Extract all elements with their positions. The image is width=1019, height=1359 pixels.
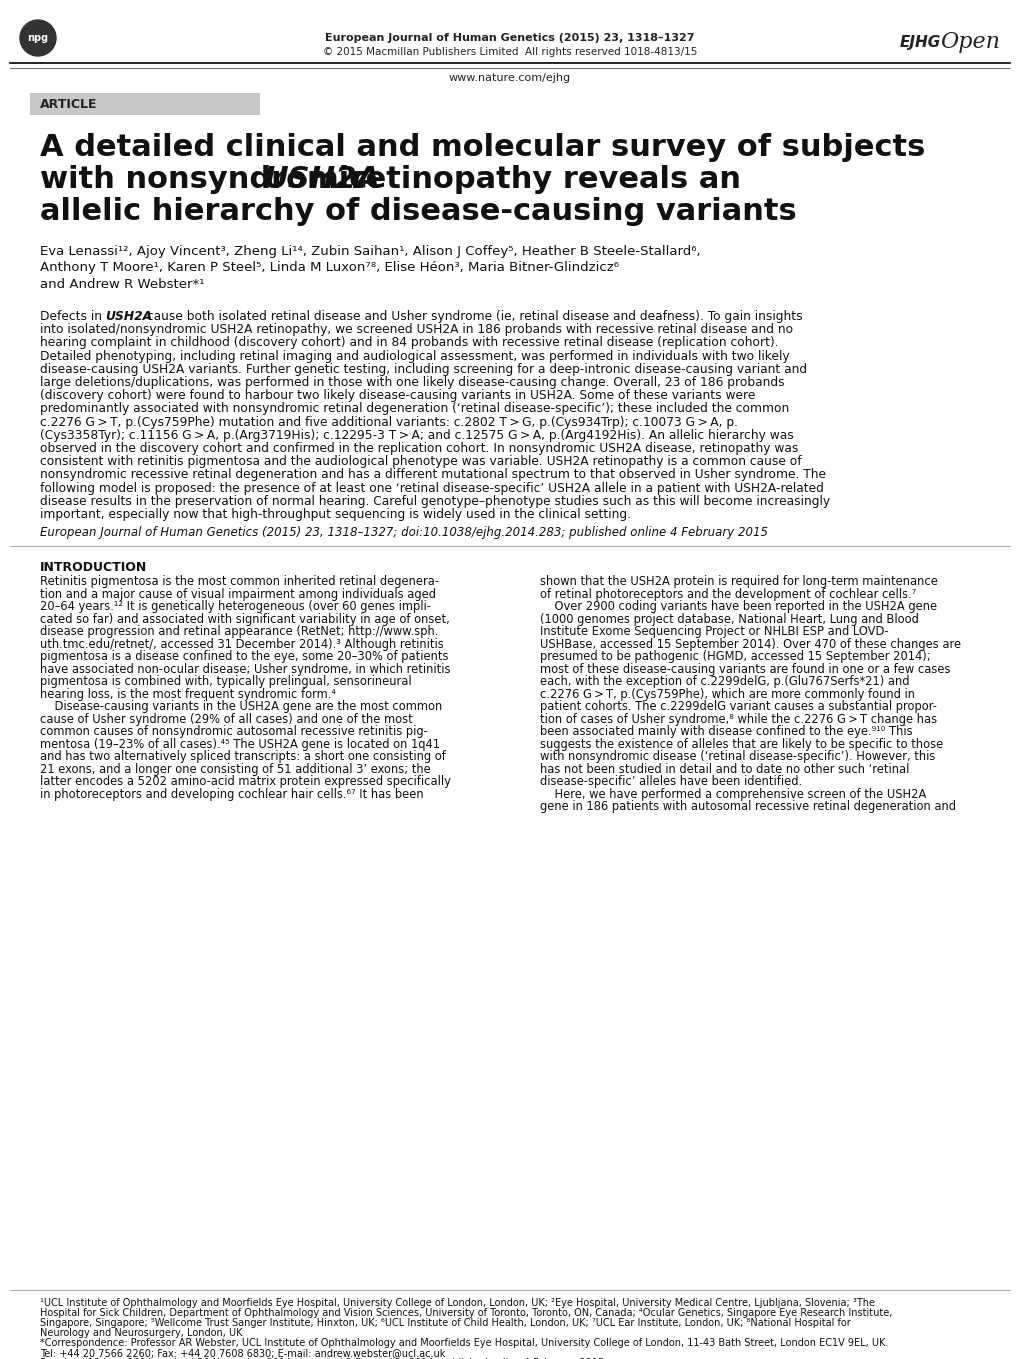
Text: and Andrew R Webster*¹: and Andrew R Webster*¹ (40, 277, 204, 291)
Text: Detailed phenotyping, including retinal imaging and audiological assessment, was: Detailed phenotyping, including retinal … (40, 349, 789, 363)
Text: INTRODUCTION: INTRODUCTION (40, 561, 147, 575)
Text: Eva Lenassi¹², Ajoy Vincent³, Zheng Li¹⁴, Zubin Saihan¹, Alison J Coffey⁵, Heath: Eva Lenassi¹², Ajoy Vincent³, Zheng Li¹⁴… (40, 246, 700, 258)
Text: has not been studied in detail and to date no other such ‘retinal: has not been studied in detail and to da… (539, 762, 909, 776)
Text: Tel: +44 20 7566 2260; Fax: +44 20 7608 6830; E-mail: andrew.webster@ucl.ac.uk: Tel: +44 20 7566 2260; Fax: +44 20 7608 … (40, 1348, 445, 1358)
Text: ¹UCL Institute of Ophthalmology and Moorfields Eye Hospital, University College : ¹UCL Institute of Ophthalmology and Moor… (40, 1298, 874, 1307)
Text: c.2276 G > T, p.(Cys759Phe), which are more commonly found in: c.2276 G > T, p.(Cys759Phe), which are m… (539, 688, 914, 701)
Text: nonsyndromic recessive retinal degeneration and has a different mutational spect: nonsyndromic recessive retinal degenerat… (40, 469, 825, 481)
Text: c.2276 G > T, p.(Cys759Phe) mutation and five additional variants: c.2802 T > G,: c.2276 G > T, p.(Cys759Phe) mutation and… (40, 416, 738, 428)
Text: Open: Open (940, 31, 999, 53)
Text: patient cohorts. The c.2299delG variant causes a substantial propor-: patient cohorts. The c.2299delG variant … (539, 700, 936, 713)
Text: allelic hierarchy of disease-causing variants: allelic hierarchy of disease-causing var… (40, 197, 796, 227)
Text: Over 2900 coding variants have been reported in the USH2A gene: Over 2900 coding variants have been repo… (539, 601, 936, 613)
Text: Here, we have performed a comprehensive screen of the USH2A: Here, we have performed a comprehensive … (539, 788, 925, 800)
Text: into isolated/nonsyndromic USH2A retinopathy, we screened USH2A in 186 probands : into isolated/nonsyndromic USH2A retinop… (40, 323, 793, 336)
Text: Defects in: Defects in (40, 310, 106, 323)
Text: following model is proposed: the presence of at least one ‘retinal disease-speci: following model is proposed: the presenc… (40, 481, 823, 495)
Text: each, with the exception of c.2299delG, p.(Glu767Serfs*21) and: each, with the exception of c.2299delG, … (539, 675, 909, 688)
Text: uth.tmc.edu/retnet/, accessed 31 December 2014).³ Although retinitis: uth.tmc.edu/retnet/, accessed 31 Decembe… (40, 637, 443, 651)
Text: npg: npg (28, 33, 49, 43)
Text: disease results in the preservation of normal hearing. Careful genotype–phenotyp: disease results in the preservation of n… (40, 495, 829, 508)
Text: Anthony T Moore¹, Karen P Steel⁵, Linda M Luxon⁷⁸, Elise Héon³, Maria Bitner-Gli: Anthony T Moore¹, Karen P Steel⁵, Linda … (40, 261, 619, 275)
Text: tion of cases of Usher syndrome,⁸ while the c.2276 G > T change has: tion of cases of Usher syndrome,⁸ while … (539, 712, 936, 726)
Text: Retinitis pigmentosa is the most common inherited retinal degenera-: Retinitis pigmentosa is the most common … (40, 575, 438, 588)
Text: cause of Usher syndrome (29% of all cases) and one of the most: cause of Usher syndrome (29% of all case… (40, 712, 413, 726)
Text: cause both isolated retinal disease and Usher syndrome (ie, retinal disease and : cause both isolated retinal disease and … (143, 310, 802, 323)
Text: cated so far) and associated with significant variability in age of onset,: cated so far) and associated with signif… (40, 613, 449, 625)
Text: ARTICLE: ARTICLE (40, 98, 98, 110)
Text: retinopathy reveals an: retinopathy reveals an (339, 166, 740, 194)
FancyBboxPatch shape (30, 92, 260, 116)
Text: with nonsyndromic disease (‘retinal disease-specific’). However, this: with nonsyndromic disease (‘retinal dise… (539, 750, 934, 764)
Text: (Cys3358Tyr); c.11156 G > A, p.(Arg3719His); c.12295-3 T > A; and c.12575 G > A,: (Cys3358Tyr); c.11156 G > A, p.(Arg3719H… (40, 429, 793, 442)
Text: consistent with retinitis pigmentosa and the audiological phenotype was variable: consistent with retinitis pigmentosa and… (40, 455, 801, 469)
Text: hearing loss, is the most frequent syndromic form.⁴: hearing loss, is the most frequent syndr… (40, 688, 335, 701)
Text: USH2A: USH2A (264, 166, 381, 194)
Text: shown that the USH2A protein is required for long-term maintenance: shown that the USH2A protein is required… (539, 575, 936, 588)
Text: Neurology and Neurosurgery, London, UK: Neurology and Neurosurgery, London, UK (40, 1328, 243, 1339)
Text: pigmentosa is a disease confined to the eye, some 20–30% of patients: pigmentosa is a disease confined to the … (40, 650, 448, 663)
Text: most of these disease-causing variants are found in one or a few cases: most of these disease-causing variants a… (539, 663, 950, 675)
Text: with nonsyndromic: with nonsyndromic (40, 166, 377, 194)
Text: (discovery cohort) were found to harbour two likely disease-causing variants in : (discovery cohort) were found to harbour… (40, 389, 755, 402)
Text: disease-causing USH2A variants. Further genetic testing, including screening for: disease-causing USH2A variants. Further … (40, 363, 806, 376)
Text: common causes of nonsyndromic autosomal recessive retinitis pig-: common causes of nonsyndromic autosomal … (40, 726, 427, 738)
Text: USHBase, accessed 15 September 2014). Over 470 of these changes are: USHBase, accessed 15 September 2014). Ov… (539, 637, 960, 651)
Text: hearing complaint in childhood (discovery cohort) and in 84 probands with recess: hearing complaint in childhood (discover… (40, 337, 777, 349)
Text: © 2015 Macmillan Publishers Limited  All rights reserved 1018-4813/15: © 2015 Macmillan Publishers Limited All … (322, 48, 697, 57)
Text: presumed to be pathogenic (HGMD, accessed 15 September 2014);: presumed to be pathogenic (HGMD, accesse… (539, 650, 929, 663)
Text: large deletions/duplications, was performed in those with one likely disease-cau: large deletions/duplications, was perfor… (40, 376, 784, 389)
Text: Singapore, Singapore; ⁵Wellcome Trust Sanger Institute, Hinxton, UK; ⁶UCL Instit: Singapore, Singapore; ⁵Wellcome Trust Sa… (40, 1318, 850, 1328)
Text: tion and a major cause of visual impairment among individuals aged: tion and a major cause of visual impairm… (40, 587, 435, 601)
Text: in photoreceptors and developing cochlear hair cells.⁶⁷ It has been: in photoreceptors and developing cochlea… (40, 788, 423, 800)
Text: Disease-causing variants in the USH2A gene are the most common: Disease-causing variants in the USH2A ge… (40, 700, 442, 713)
Circle shape (20, 20, 56, 56)
Text: mentosa (19–23% of all cases).⁴⁵ The USH2A gene is located on 1q41: mentosa (19–23% of all cases).⁴⁵ The USH… (40, 738, 439, 750)
Text: observed in the discovery cohort and confirmed in the replication cohort. In non: observed in the discovery cohort and con… (40, 442, 798, 455)
Text: European Journal of Human Genetics (2015) 23, 1318–1327; doi:10.1038/ejhg.2014.2: European Journal of Human Genetics (2015… (40, 526, 767, 540)
Text: Institute Exome Sequencing Project or NHLBI ESP and LOVD-: Institute Exome Sequencing Project or NH… (539, 625, 888, 639)
Text: European Journal of Human Genetics (2015) 23, 1318–1327: European Journal of Human Genetics (2015… (325, 33, 694, 43)
Text: gene in 186 patients with autosomal recessive retinal degeneration and: gene in 186 patients with autosomal rece… (539, 800, 955, 813)
Text: have associated non-ocular disease; Usher syndrome, in which retinitis: have associated non-ocular disease; Ushe… (40, 663, 450, 675)
Text: Hospital for Sick Children, Department of Ophthalmology and Vision Sciences, Uni: Hospital for Sick Children, Department o… (40, 1307, 892, 1318)
Text: of retinal photoreceptors and the development of cochlear cells.⁷: of retinal photoreceptors and the develo… (539, 587, 915, 601)
Text: pigmentosa is combined with, typically prelingual, sensorineural: pigmentosa is combined with, typically p… (40, 675, 412, 688)
Text: A detailed clinical and molecular survey of subjects: A detailed clinical and molecular survey… (40, 133, 924, 163)
Text: suggests the existence of alleles that are likely to be specific to those: suggests the existence of alleles that a… (539, 738, 943, 750)
Text: important, especially now that high-throughput sequencing is widely used in the : important, especially now that high-thro… (40, 508, 631, 520)
Text: latter encodes a 5202 amino-acid matrix protein expressed specifically: latter encodes a 5202 amino-acid matrix … (40, 775, 450, 788)
Text: disease progression and retinal appearance (RetNet; http://www.sph.: disease progression and retinal appearan… (40, 625, 438, 639)
Text: www.nature.com/ejhg: www.nature.com/ejhg (448, 73, 571, 83)
Text: USH2A: USH2A (105, 310, 152, 323)
Text: 20–64 years.¹² It is genetically heterogeneous (over 60 genes impli-: 20–64 years.¹² It is genetically heterog… (40, 601, 430, 613)
Text: *Correspondence: Professor AR Webster, UCL Institute of Ophthalmology and Moorfi: *Correspondence: Professor AR Webster, U… (40, 1339, 888, 1348)
Text: been associated mainly with disease confined to the eye.⁹¹⁰ This: been associated mainly with disease conf… (539, 726, 912, 738)
Text: (1000 genomes project database, National Heart, Lung and Blood: (1000 genomes project database, National… (539, 613, 918, 625)
Text: and has two alternatively spliced transcripts: a short one consisting of: and has two alternatively spliced transc… (40, 750, 445, 764)
Text: disease-specific’ alleles have been identified.: disease-specific’ alleles have been iden… (539, 775, 801, 788)
Text: EJHG: EJHG (899, 34, 941, 49)
Text: 21 exons, and a longer one consisting of 51 additional 3’ exons; the: 21 exons, and a longer one consisting of… (40, 762, 430, 776)
Text: predominantly associated with nonsyndromic retinal degeneration (‘retinal diseas: predominantly associated with nonsyndrom… (40, 402, 789, 416)
